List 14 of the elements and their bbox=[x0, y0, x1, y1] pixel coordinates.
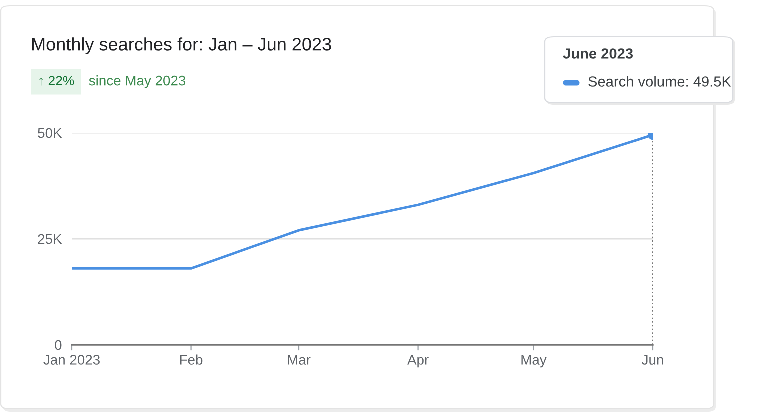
chart-title: Monthly searches for: Jan – Jun 2023 bbox=[32, 38, 332, 54]
x-tick-label: Feb bbox=[180, 354, 203, 365]
y-tick-label: 0 bbox=[55, 340, 62, 350]
text: Search volume: 49.5K bbox=[588, 76, 732, 87]
chart-subtitle: since May 2023 bbox=[89, 76, 186, 88]
x-tick-label: Apr bbox=[408, 355, 429, 368]
x-tick-label: Mar bbox=[288, 355, 311, 365]
x-tick-label: May bbox=[522, 355, 547, 368]
y-tick-label: 50K bbox=[38, 128, 62, 138]
text: ↑ 22% bbox=[40, 76, 74, 86]
x-tick-label: Jan 2023 bbox=[44, 355, 100, 365]
text: June 2023 bbox=[563, 48, 634, 59]
x-tick-label: Jun bbox=[642, 355, 664, 365]
y-tick-label: 25K bbox=[38, 234, 62, 244]
